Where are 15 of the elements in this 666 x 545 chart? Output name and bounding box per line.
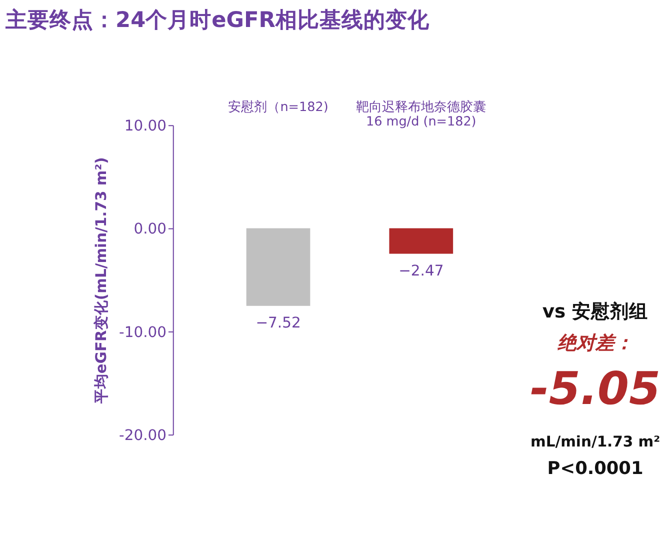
y-tick-label: 0.00 [134, 220, 166, 238]
text: P<0.0001 [547, 458, 644, 479]
y-tick-label: -10.00 [119, 324, 166, 341]
chart-title: 主要终点：24个月时eGFR相比基线的变化 [4, 6, 430, 33]
x-tick-label: 靶向迟释布地奈德胶囊 16 mg/d (n=182) [356, 100, 486, 130]
y-tick-label: 10.00 [124, 118, 166, 135]
text: vs 安慰剂组 [542, 300, 648, 323]
text: 绝对差： [556, 333, 634, 354]
text: mL/min/1.73 m² [530, 433, 660, 450]
y-axis-title: 平均eGFR变化(mL/min/1.73 m²) [92, 157, 110, 405]
data-label: −2.47 [398, 262, 444, 280]
x-tick-label: 安慰剂（n=182) [228, 98, 328, 115]
data-label: −7.52 [256, 314, 301, 332]
text: -5.05 [530, 362, 660, 416]
y-tick-label: -20.00 [119, 426, 166, 444]
